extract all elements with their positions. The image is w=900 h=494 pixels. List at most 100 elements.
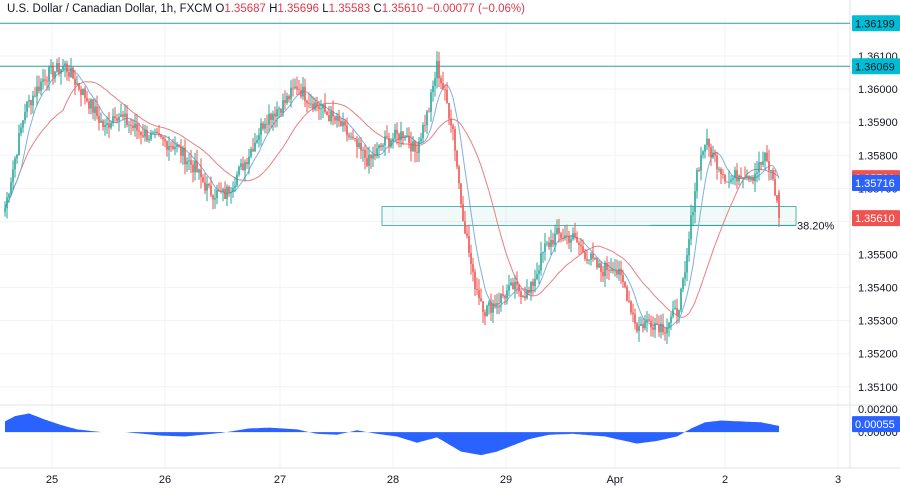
candle	[520, 289, 522, 304]
candle	[336, 112, 338, 128]
candle	[252, 137, 254, 153]
candle-body	[404, 136, 406, 139]
candle-body	[86, 97, 88, 102]
candle-body	[580, 244, 582, 247]
candle-body	[604, 263, 606, 277]
candle	[146, 125, 148, 142]
candle-body	[212, 195, 214, 200]
candle-body	[532, 281, 534, 286]
candle-body	[540, 253, 542, 271]
candle-body	[426, 111, 428, 126]
candle	[254, 132, 256, 152]
candle-body	[264, 123, 266, 129]
candle-body	[510, 282, 512, 286]
candle	[490, 293, 492, 321]
candle-body	[634, 314, 636, 324]
candle	[46, 76, 48, 91]
candle	[750, 175, 752, 182]
candle-body	[674, 307, 676, 310]
candle-body	[696, 170, 698, 192]
candle-body	[756, 172, 758, 174]
candle	[366, 147, 368, 168]
candle-body	[44, 79, 46, 81]
candle	[180, 139, 182, 164]
candle	[142, 123, 144, 139]
candle-body	[502, 294, 504, 296]
candle-body	[104, 124, 106, 127]
candle	[736, 163, 738, 189]
candle-body	[178, 144, 180, 147]
candle	[386, 125, 388, 138]
candle	[172, 138, 174, 151]
candle-body	[670, 316, 672, 323]
candle	[204, 173, 206, 194]
level-badge-label: 1.36069	[855, 61, 895, 73]
candle	[216, 184, 218, 205]
candle-body	[210, 185, 212, 196]
candle-body	[52, 65, 54, 78]
candle-body	[654, 323, 656, 330]
candle	[156, 127, 158, 135]
candle	[250, 146, 252, 159]
candle-body	[478, 290, 480, 299]
candle-body	[542, 251, 544, 254]
candle	[178, 144, 180, 148]
candle-body	[534, 279, 536, 286]
candle-body	[728, 181, 730, 183]
candle-body	[202, 177, 204, 183]
candle	[462, 196, 464, 222]
candle	[670, 312, 672, 331]
candle	[734, 166, 736, 186]
candle-body	[272, 113, 274, 121]
candle	[320, 99, 322, 120]
candle-body	[612, 269, 614, 272]
candle	[78, 82, 80, 92]
candle	[348, 132, 350, 140]
candle	[524, 286, 526, 301]
candle-body	[724, 174, 726, 182]
candle	[136, 114, 138, 140]
candle	[272, 110, 274, 131]
candle	[482, 300, 484, 324]
candle-body	[646, 319, 648, 322]
candle-body	[398, 133, 400, 141]
candle	[740, 167, 742, 179]
candle-body	[256, 140, 258, 143]
candle	[368, 146, 370, 174]
time-tick-label: 2	[722, 474, 728, 486]
candle-body	[154, 131, 156, 133]
candle-body	[90, 99, 92, 109]
candle-body	[240, 163, 242, 167]
candle-body	[336, 116, 338, 121]
candle-body	[624, 282, 626, 287]
candle-body	[316, 102, 318, 107]
candle	[418, 136, 420, 162]
candle-body	[392, 138, 394, 142]
candle-body	[24, 112, 26, 121]
candle-body	[132, 125, 134, 129]
candle	[678, 309, 680, 324]
candle	[498, 292, 500, 315]
candle-body	[466, 233, 468, 237]
candle-body	[420, 138, 422, 142]
candle-body	[38, 86, 40, 91]
candle	[638, 316, 640, 342]
candle	[454, 126, 456, 162]
candle-body	[48, 67, 50, 82]
candle-body	[382, 145, 384, 147]
candle	[114, 107, 116, 123]
candle	[10, 177, 12, 197]
candle-body	[718, 168, 720, 170]
candle	[526, 279, 528, 300]
horizontal-levels	[0, 22, 850, 67]
candle	[292, 78, 294, 97]
candle	[568, 231, 570, 249]
candle	[692, 205, 694, 227]
candle-body	[582, 246, 584, 253]
candle-body	[322, 104, 324, 109]
candle-body	[586, 258, 588, 261]
candle	[16, 153, 18, 164]
candle-body	[342, 121, 344, 127]
candle-body	[166, 141, 168, 150]
candle	[748, 175, 750, 183]
